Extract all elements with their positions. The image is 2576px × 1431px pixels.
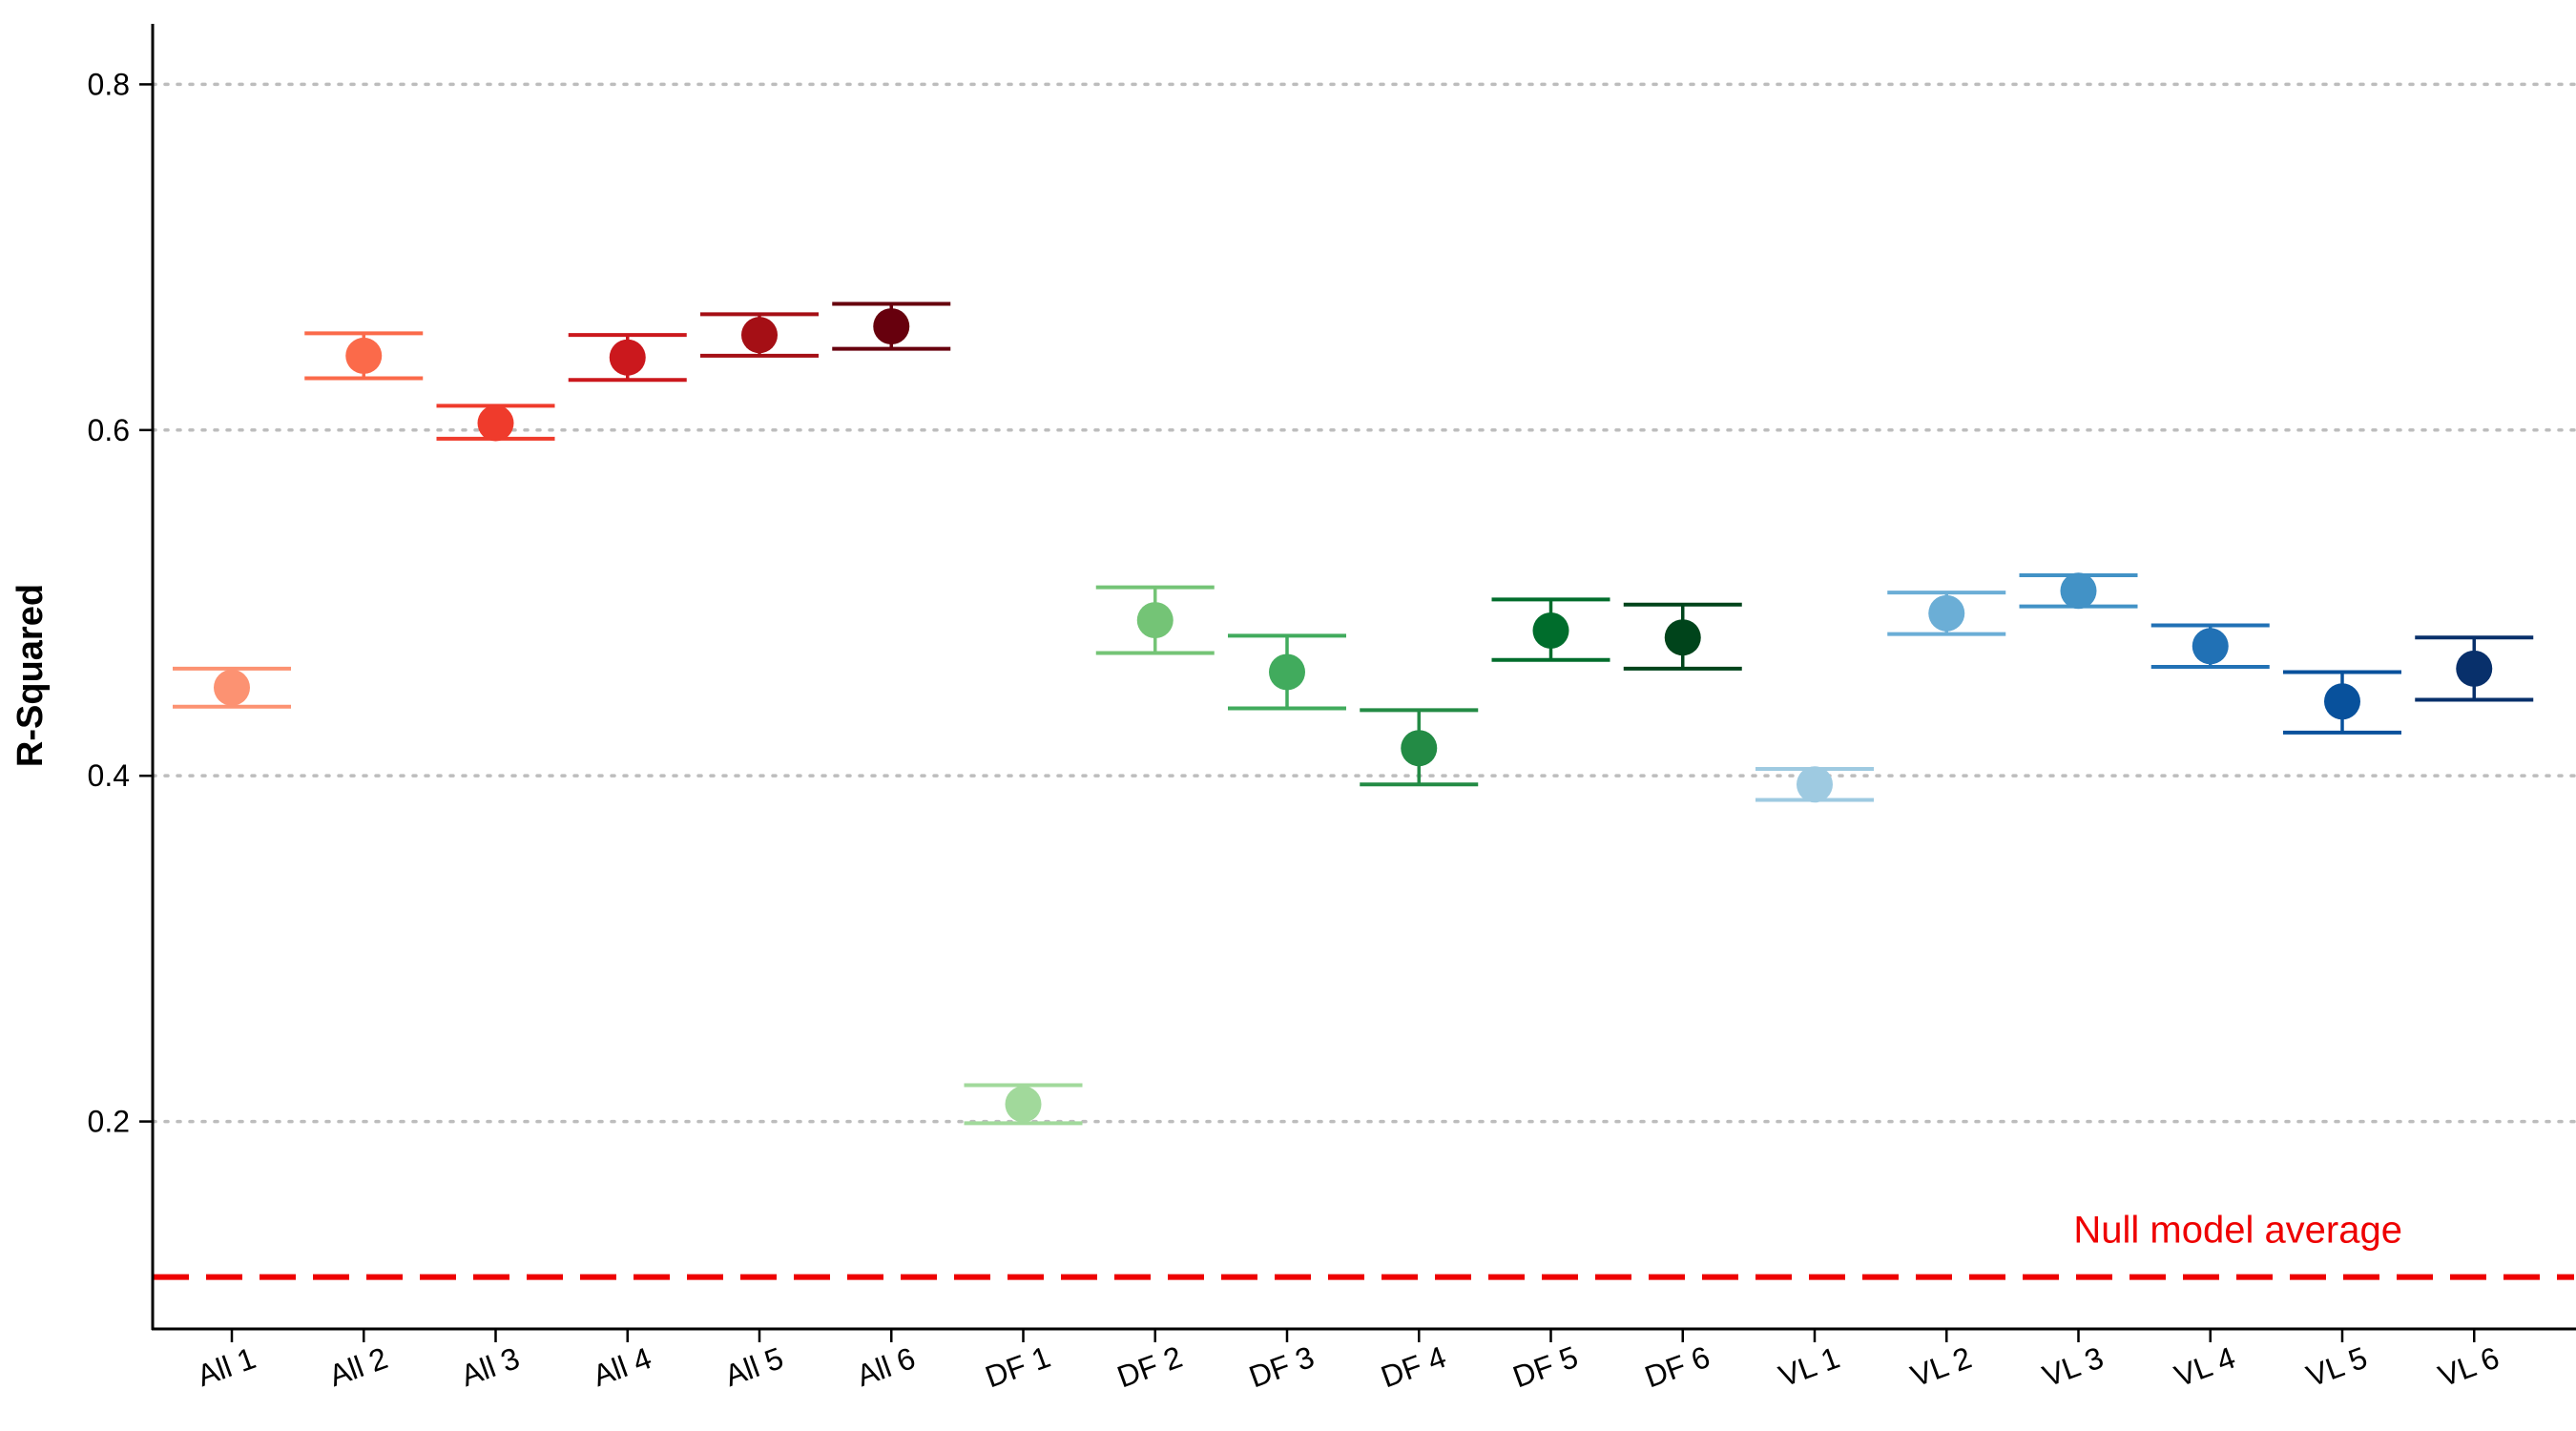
x-tick-label: DF 1	[981, 1339, 1054, 1395]
null-model-reference: Null model average	[153, 1210, 2574, 1280]
data-point	[609, 339, 646, 376]
x-tick-label: VL 4	[2170, 1340, 2239, 1394]
x-tick-label: All 3	[456, 1340, 524, 1393]
x-tick-label: VL 5	[2302, 1340, 2372, 1394]
y-tick-label: 0.8	[88, 67, 130, 101]
data-point	[1664, 619, 1701, 656]
data-point	[345, 337, 383, 374]
data-point	[214, 669, 250, 706]
x-tick-label: DF 3	[1245, 1339, 1319, 1395]
data-point	[1928, 594, 1965, 632]
y-tick-label: 0.4	[88, 758, 130, 793]
x-tick-label: DF 4	[1377, 1339, 1450, 1395]
data-point	[1136, 602, 1174, 639]
x-tick-label: VL 2	[1906, 1340, 1976, 1394]
data-point	[2192, 628, 2229, 665]
gridlines	[151, 82, 2576, 1124]
y-tick-label: 0.6	[88, 413, 130, 447]
x-tick-label: VL 3	[2038, 1340, 2108, 1394]
data-point	[1797, 766, 1833, 803]
x-tick-label: VL 1	[1775, 1340, 1844, 1394]
data-point	[2324, 683, 2360, 720]
data-point	[2060, 572, 2097, 610]
data-point	[1532, 612, 1569, 649]
data-point	[2456, 650, 2493, 687]
x-tick-label: VL 6	[2434, 1340, 2503, 1394]
data-point	[873, 308, 910, 345]
x-tick-label: DF 5	[1508, 1339, 1582, 1395]
x-tick-label: All 1	[193, 1340, 260, 1393]
x-tick-label: All 2	[324, 1340, 392, 1393]
y-axis-title: R-Squared	[10, 584, 51, 767]
x-tick-label: All 4	[589, 1340, 656, 1393]
x-tick-label: DF 2	[1112, 1339, 1186, 1395]
null-model-label: Null model average	[2073, 1210, 2402, 1252]
data-point	[1269, 653, 1305, 691]
data-point	[1005, 1086, 1042, 1123]
y-tick-label: 0.2	[88, 1105, 130, 1139]
data-point	[477, 404, 514, 442]
data-point	[1401, 730, 1438, 767]
data-marks	[173, 301, 2534, 1126]
x-tick-label: All 6	[852, 1340, 920, 1393]
x-tick-label: All 5	[720, 1340, 788, 1393]
data-point	[741, 317, 778, 354]
x-tick-label: DF 6	[1640, 1339, 1714, 1395]
